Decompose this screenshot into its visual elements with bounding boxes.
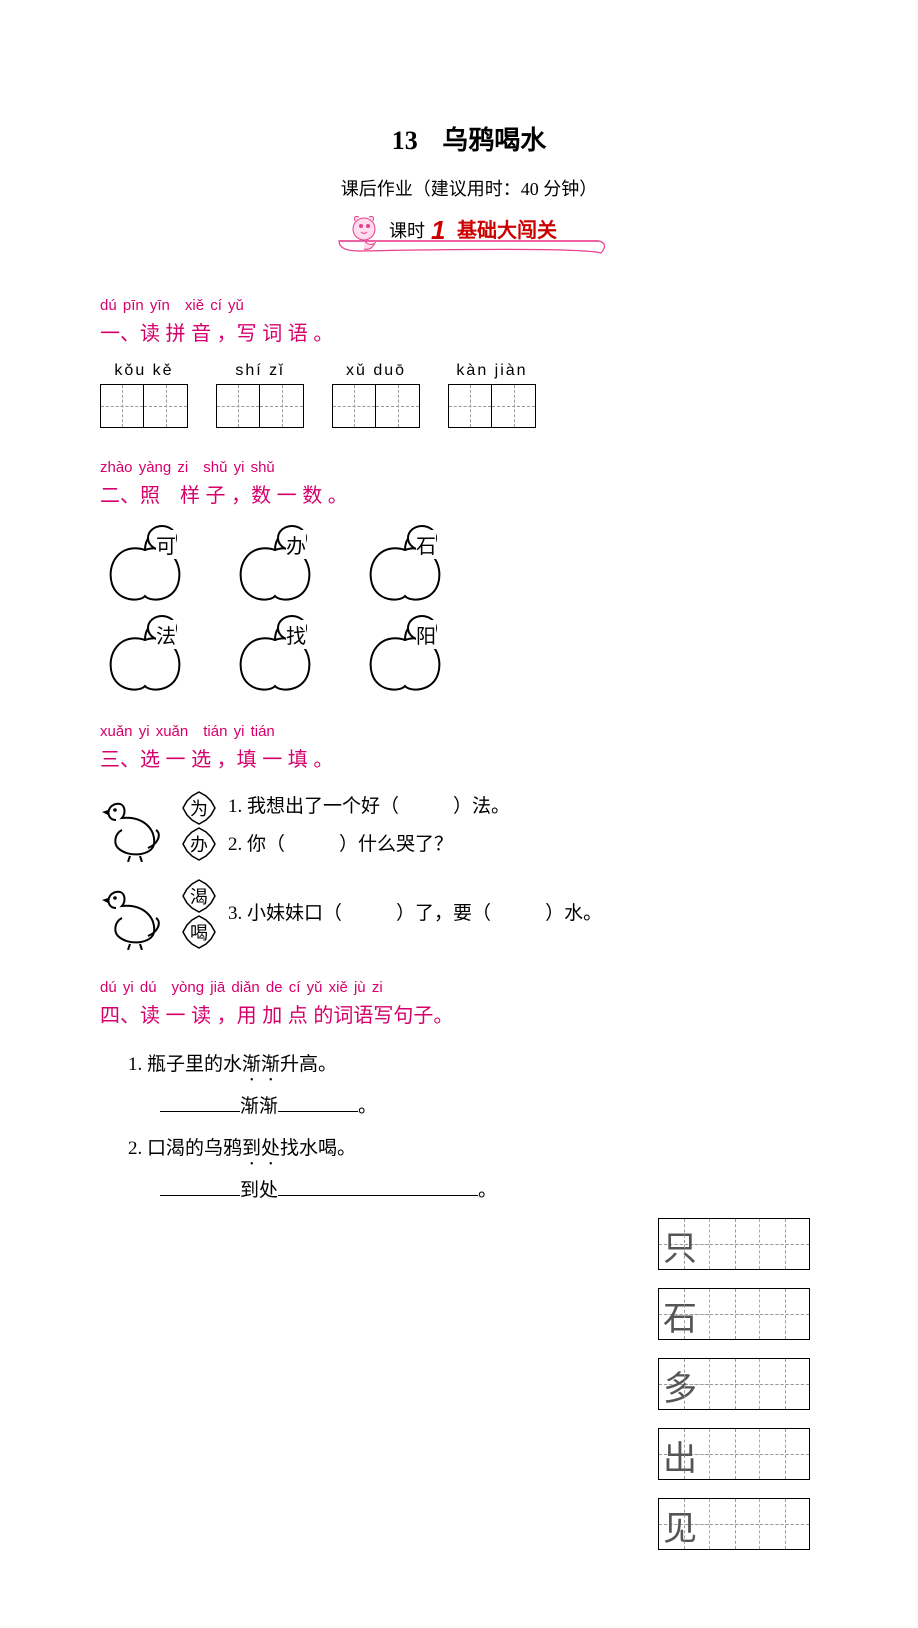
- apple-row-1: 可 办 石: [100, 524, 660, 604]
- fill-line-1[interactable]: 渐渐。: [160, 1086, 660, 1128]
- practice-box[interactable]: 只: [658, 1218, 838, 1270]
- practice-char: 石: [663, 1291, 697, 1340]
- fill-line-2[interactable]: 到处。: [160, 1170, 660, 1212]
- choice-char: 为: [182, 791, 216, 825]
- apple-char: 石: [416, 530, 436, 559]
- question-lines: 1. 我想出了一个好（ ）法。 2. 你（ ）什么哭了？: [228, 788, 510, 864]
- q-text: ）水。: [545, 903, 602, 924]
- svg-text:基础大闯关: 基础大闯关: [457, 218, 557, 242]
- section-3-title: 三、选 一 选 ，填 一 填 。: [100, 743, 660, 772]
- apple-row-2: 法 找 阳: [100, 614, 660, 694]
- q-text: 找水喝。: [280, 1138, 356, 1159]
- section-3-pinyin: xuǎn yi xuǎn tián yi tián: [100, 720, 660, 741]
- tianzige-box[interactable]: [332, 384, 420, 428]
- pinyin-label: kàn jiàn: [448, 362, 536, 380]
- sentence-2: 2. 口渴的乌鸦到处找水喝。: [128, 1128, 660, 1170]
- choice-badge: 为: [182, 791, 216, 825]
- sentence-1: 1. 瓶子里的水渐渐升高。: [128, 1044, 660, 1086]
- lesson-name: 乌鸦喝水: [442, 126, 546, 155]
- pinyin-label: shí zǐ: [216, 362, 304, 380]
- section-2-title: 二、照 样 子 ，数 一 数 。: [100, 479, 660, 508]
- section-4-pinyin: dú yi dú yòng jiā diǎn de cí yǔ xiě jù z…: [100, 976, 660, 997]
- section-1: dú pīn yīn xiě cí yǔ 一、读 拼 音 ，写 词 语 。 kǒ…: [100, 294, 660, 428]
- pinyin-label: kǒu kě: [100, 362, 188, 380]
- q-text: 升高。: [280, 1054, 337, 1075]
- q-text: ）法。: [453, 796, 510, 817]
- choice-stack: 渴 喝: [182, 879, 216, 949]
- tianzige-box[interactable]: [448, 384, 536, 428]
- apple-item: 阳: [360, 614, 450, 694]
- section-4-title: 四、读 一 读 ，用 加 点 的词语写句子。: [100, 999, 660, 1028]
- emphasis-word: 渐渐: [242, 1054, 280, 1075]
- section-4: dú yi dú yòng jiā diǎn de cí yǔ xiě jù z…: [100, 976, 660, 1212]
- session-banner: 课时 1 基础大闯关: [100, 211, 838, 266]
- choice-group-2: 渴 喝 3. 小妹妹口（ ）了，要（ ）水。: [100, 878, 660, 950]
- choice-char: 渴: [182, 879, 216, 913]
- section-3: xuǎn yi xuǎn tián yi tián 三、选 一 选 ，填 一 填…: [100, 720, 660, 950]
- pinyin-label: xǔ duō: [332, 362, 420, 380]
- section-2: zhào yàng zi shǔ yi shǔ 二、照 样 子 ，数 一 数 。…: [100, 456, 660, 694]
- tianzige-box[interactable]: [100, 384, 188, 428]
- q-text: ）什么哭了？: [339, 834, 453, 855]
- svg-text:课时: 课时: [389, 221, 425, 241]
- fill-word: 渐渐: [240, 1096, 278, 1117]
- choice-group-1: 为 办 1. 我想出了一个好（ ）法。 2. 你（ ）什么哭了？: [100, 788, 660, 864]
- section-1-pinyin: dú pīn yīn xiě cí yǔ: [100, 294, 660, 315]
- goose-icon: [100, 790, 170, 862]
- svg-text:1: 1: [431, 215, 445, 245]
- main-column: dú pīn yīn xiě cí yǔ 一、读 拼 音 ，写 词 语 。 kǒ…: [100, 294, 660, 1238]
- apple-char: 找: [286, 620, 306, 649]
- apple-char: 可: [156, 530, 176, 559]
- emphasis-word: 到处: [242, 1138, 280, 1159]
- pinyin-item: kàn jiàn: [448, 362, 536, 428]
- fill-word: 到处: [240, 1180, 278, 1201]
- question-2: 2. 你（ ）什么哭了？: [228, 826, 510, 864]
- apple-char: 阳: [416, 620, 436, 649]
- apple-item: 找: [230, 614, 320, 694]
- practice-box[interactable]: 多: [658, 1358, 838, 1410]
- section-2-pinyin: zhào yàng zi shǔ yi shǔ: [100, 456, 660, 477]
- section-1-title: 一、读 拼 音 ，写 词 语 。: [100, 317, 660, 346]
- q-text: 2. 你（: [228, 834, 285, 855]
- apple-item: 可: [100, 524, 190, 604]
- q-text: ）了，要（: [396, 903, 491, 924]
- q-text: 2. 口渴的乌鸦: [128, 1138, 242, 1159]
- q-text: 1. 瓶子里的水: [128, 1054, 242, 1075]
- question-3: 3. 小妹妹口（ ）了，要（ ）水。: [228, 895, 602, 933]
- choice-char: 喝: [182, 915, 216, 949]
- choice-badge: 喝: [182, 915, 216, 949]
- pinyin-item: shí zǐ: [216, 362, 304, 428]
- pinyin-grid-row: kǒu kě shí zǐ xǔ duō kàn jiàn: [100, 362, 660, 428]
- practice-char: 出: [663, 1431, 697, 1480]
- pinyin-item: kǒu kě: [100, 362, 188, 428]
- question-lines: 3. 小妹妹口（ ）了，要（ ）水。: [228, 895, 602, 933]
- practice-char: 只: [663, 1221, 697, 1270]
- apple-item: 办: [230, 524, 320, 604]
- worksheet-page: 13 乌鸦喝水 课后作业（建议用时：40 分钟） 课时 1 基础大闯关 dú p…: [0, 0, 918, 1628]
- lesson-subtitle: 课后作业（建议用时：40 分钟）: [100, 175, 838, 201]
- apple-char: 法: [156, 620, 176, 649]
- choice-badge: 渴: [182, 879, 216, 913]
- question-1: 1. 我想出了一个好（ ）法。: [228, 788, 510, 826]
- apple-char: 办: [286, 530, 306, 559]
- practice-char: 见: [663, 1501, 697, 1550]
- goose-icon: [100, 878, 170, 950]
- practice-box[interactable]: 石: [658, 1288, 838, 1340]
- practice-box[interactable]: 见: [658, 1498, 838, 1550]
- tianzige-box[interactable]: [216, 384, 304, 428]
- lesson-title: 13 乌鸦喝水: [100, 120, 838, 157]
- lesson-number: 13: [392, 126, 418, 155]
- q-text: 3. 小妹妹口（: [228, 903, 342, 924]
- choice-char: 办: [182, 827, 216, 861]
- choice-badge: 办: [182, 827, 216, 861]
- choice-stack: 为 办: [182, 791, 216, 861]
- q-text: 1. 我想出了一个好（: [228, 796, 399, 817]
- apple-item: 法: [100, 614, 190, 694]
- practice-char: 多: [663, 1361, 697, 1410]
- side-practice-column: 只 石 多 出 见: [658, 1218, 838, 1568]
- apple-item: 石: [360, 524, 450, 604]
- practice-box[interactable]: 出: [658, 1428, 838, 1480]
- pinyin-item: xǔ duō: [332, 362, 420, 428]
